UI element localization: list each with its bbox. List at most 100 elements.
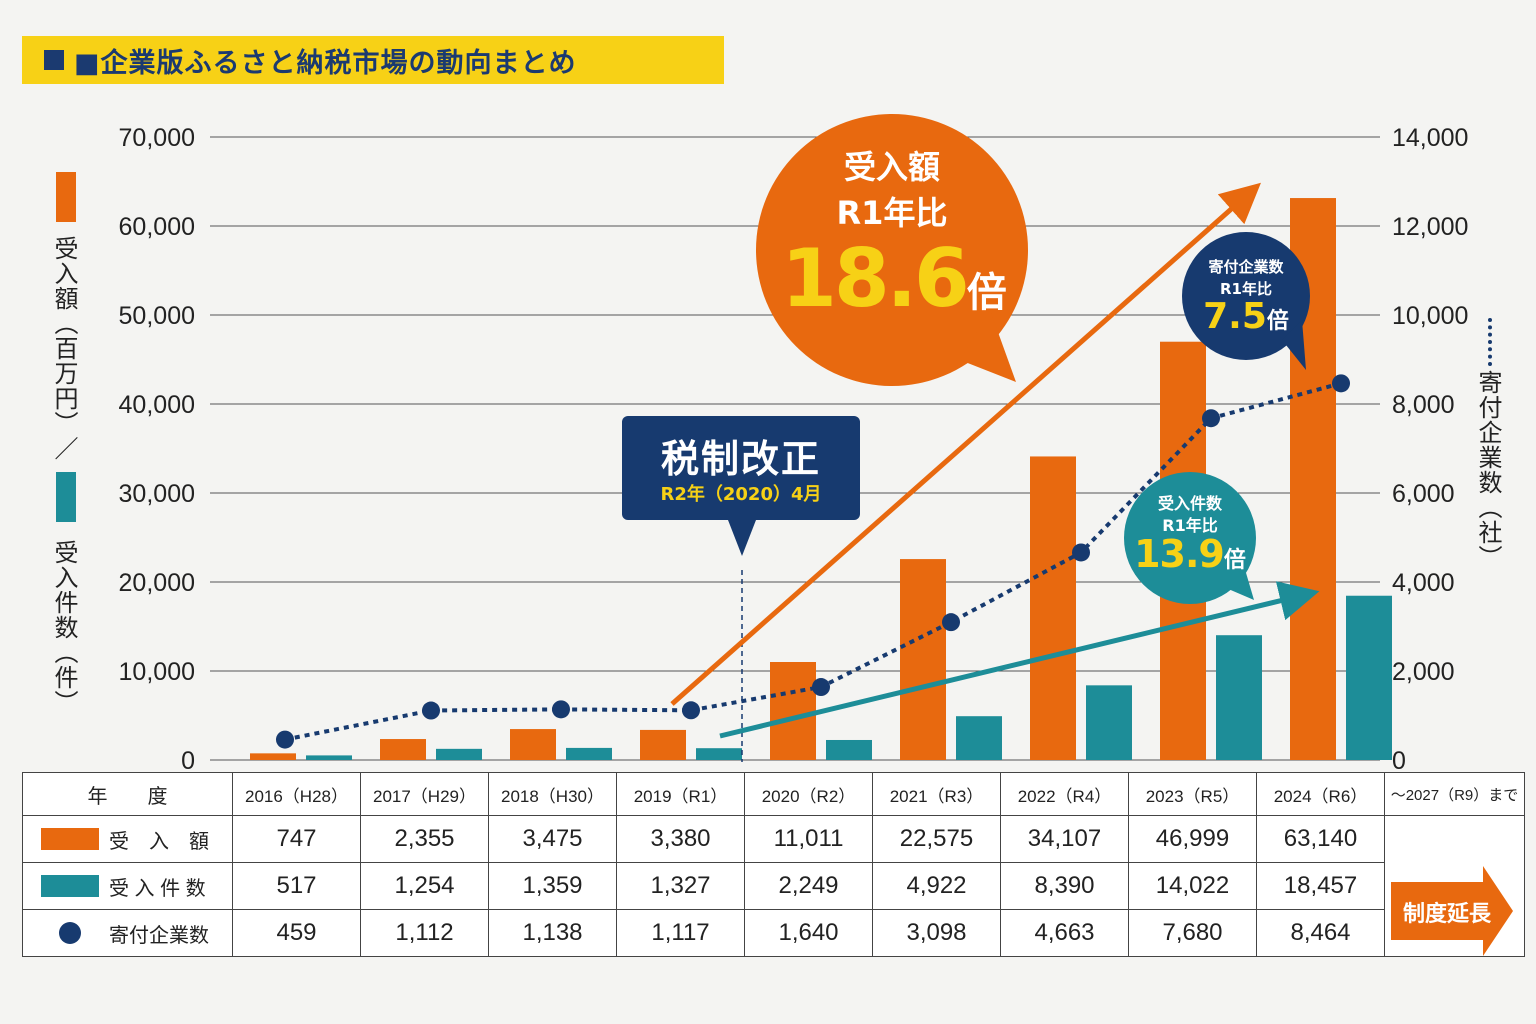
left-tick-label: 30,000 (119, 480, 195, 508)
left-tick-label: 50,000 (119, 302, 195, 330)
table-row-amount: 受 入 額 747 2,355 3,475 3,380 11,011 22,57… (22, 815, 1525, 957)
companies-callout-line1: 寄付企業数 (1208, 258, 1284, 276)
table-cell: 3,475 (488, 815, 617, 863)
companies-dot-icon (59, 922, 81, 944)
companies-point (422, 701, 440, 720)
company-line (276, 374, 1350, 749)
amount-trend-arrow (670, 182, 1261, 706)
table-cell: 1,327 (616, 862, 745, 910)
table-cell: 1,640 (744, 909, 873, 957)
table-row-label-cell: 受 入 件 数 (22, 862, 233, 910)
table-cell: 517 (232, 862, 361, 910)
count-bar (1086, 685, 1132, 760)
count-swatch-icon (41, 875, 99, 897)
table-cell: 14,022 (1128, 862, 1257, 910)
axis-ticks: 70,000 14,000 60,000 12,000 50,000 10,000 40,0… (119, 124, 1469, 775)
table-row-count: 受 入 件 数 517 1,254 1,359 1,327 2,249 4,92… (22, 862, 1525, 910)
amount-swatch-icon (41, 828, 99, 850)
companies-point (1332, 374, 1350, 393)
table-cell: 18,457 (1256, 862, 1385, 910)
amount-callout-number: 18.6 (781, 232, 969, 325)
companies-callout-line2: R1年比 (1220, 280, 1272, 298)
table-cell: 8,464 (1256, 909, 1385, 957)
left-tick-label: 10,000 (119, 658, 195, 686)
amount-bar (380, 739, 426, 760)
table-year-cell: 2017（H29） (360, 772, 489, 816)
right-tick-label: 14,000 (1392, 124, 1468, 152)
tax-reform-date: R2年（2020）4月 (660, 484, 822, 505)
row-label-count: 受 入 件 数 (109, 877, 206, 900)
count-bar (436, 748, 482, 760)
amount-bar (900, 559, 946, 760)
table-cell: 459 (232, 909, 361, 957)
amount-bar (250, 753, 296, 760)
title-banner: ■企業版ふるさと納税市場の動向まとめ (22, 36, 724, 84)
table-cell: 22,575 (872, 815, 1001, 863)
table-cell: 1,138 (488, 909, 617, 957)
count-bar (1346, 595, 1392, 760)
count-bar (956, 716, 1002, 760)
table-cell: 11,011 (744, 815, 873, 863)
extension-label: 制度延長 (1402, 901, 1491, 926)
table-cell: 4,922 (872, 862, 1001, 910)
table-cell: 34,107 (1000, 815, 1129, 863)
tax-reform-box (622, 416, 860, 556)
count-callout-value: 13.9倍 (1122, 532, 1258, 576)
amount-bar (1030, 456, 1076, 760)
companies-point (552, 700, 570, 719)
amount-callout-bubble (756, 114, 1028, 386)
chart-title: ■企業版ふるさと納税市場の動向まとめ (74, 47, 577, 79)
table-cell: 63,140 (1256, 815, 1385, 863)
table-year-cell: 2021（R3） (872, 772, 1001, 816)
extension-arrow-icon (1391, 866, 1513, 956)
companies-callout-bubble (1182, 232, 1310, 370)
table-extra-header: ～2027（R9）まで (1384, 772, 1525, 816)
companies-point (276, 730, 294, 749)
right-tick-label: 10,000 (1392, 302, 1468, 330)
data-table: 年 度 2016（H28） 2017（H29） 2018（H30） 2019（R… (22, 772, 1525, 957)
left-tick-label: 70,000 (119, 124, 195, 152)
count-callout-number: 13.9 (1134, 532, 1225, 576)
companies-callout-number: 7.5 (1203, 296, 1267, 337)
table-cell: 747 (232, 815, 361, 863)
companies-callout-value: 7.5倍 (1186, 296, 1306, 337)
count-trend-arrow (719, 581, 1320, 739)
legend-swatch-companies (1488, 318, 1492, 366)
table-cell: 2,249 (744, 862, 873, 910)
companies-callout-unit: 倍 (1266, 309, 1289, 334)
table-year-cell: 2023（R5） (1128, 772, 1257, 816)
count-bar (696, 748, 742, 760)
right-tick-label: 2,000 (1392, 658, 1455, 686)
left-axis-label-count: 受入件数（件） (50, 540, 78, 715)
amount-callout-line2: R1年比 (836, 194, 948, 232)
table-year-cell: 2022（R4） (1000, 772, 1129, 816)
table-row-companies: 寄付企業数 459 1,112 1,138 1,117 1,640 3,098 … (22, 909, 1525, 957)
table-cell: 3,380 (616, 815, 745, 863)
table-cell: 1,117 (616, 909, 745, 957)
row-label-companies: 寄付企業数 (109, 924, 209, 947)
left-tick-label: 40,000 (119, 391, 195, 419)
count-callout-unit: 倍 (1223, 548, 1246, 573)
amount-callout-value: 18.6倍 (764, 232, 1024, 325)
legend-swatch-count (56, 472, 76, 522)
table-year-cell: 2020（R2） (744, 772, 873, 816)
companies-point (942, 613, 960, 632)
table-cell: 1,359 (488, 862, 617, 910)
count-callout-bubble (1124, 472, 1256, 604)
table-cell: 1,254 (360, 862, 489, 910)
left-tick-label: 60,000 (119, 213, 195, 241)
count-callout-line1: 受入件数 (1157, 494, 1222, 513)
left-tick-label: 0 (181, 747, 195, 775)
table-cell: 4,663 (1000, 909, 1129, 957)
left-axis-label-amount: 受入額（百万円）／ (50, 236, 78, 461)
row-label-amount: 受 入 額 (109, 830, 209, 853)
companies-point (1072, 543, 1090, 562)
companies-point (682, 701, 700, 720)
count-bar (306, 755, 352, 760)
companies-point (812, 678, 830, 697)
right-tick-label: 12,000 (1392, 213, 1468, 241)
amount-callout-unit: 倍 (966, 270, 1007, 316)
table-cell: 3,098 (872, 909, 1001, 957)
table-header-row: 年 度 2016（H28） 2017（H29） 2018（H30） 2019（R… (22, 772, 1525, 816)
